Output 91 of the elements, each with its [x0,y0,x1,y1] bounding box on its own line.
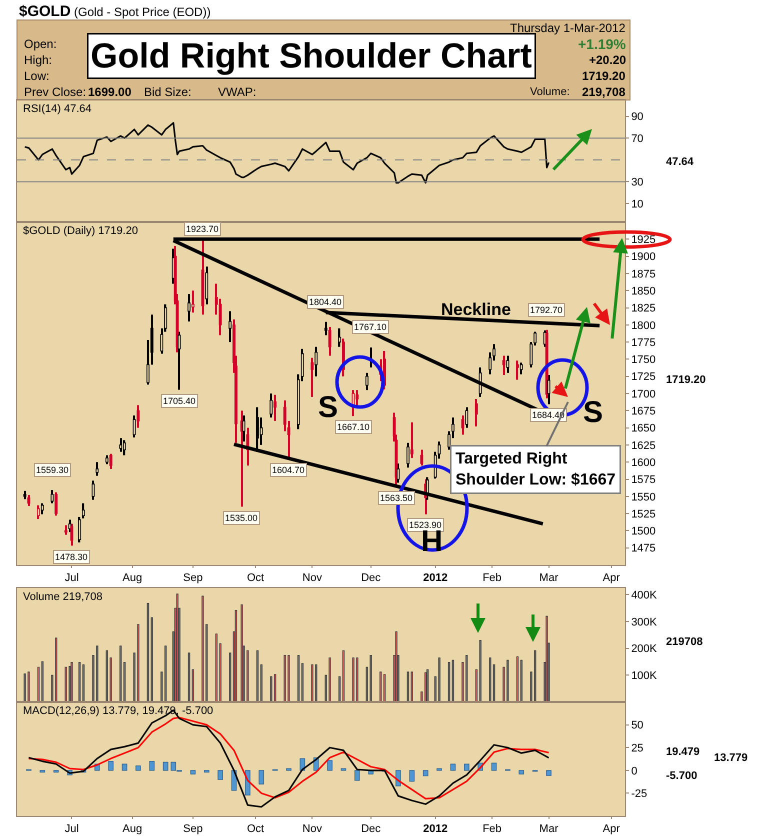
y-tick-label: 1900 [631,251,656,264]
text: +1.19% [578,36,626,52]
annotation: S [318,391,338,424]
annotation: 1604.70 [272,465,305,475]
x-tick-label: Feb [482,572,502,584]
y-tick-label: 1850 [631,285,656,298]
y-tick-label: 1750 [631,354,656,366]
text: Volume: [530,86,570,98]
annotation: 1767.10 [354,322,387,332]
text: 1719.20 [666,374,706,386]
text: Thursday 1-Mar-2012 [510,21,626,35]
text: 47.64 [666,156,694,168]
annotation: 1535.00 [225,513,258,523]
x-tick-label: 2012 [423,572,448,584]
x-tick-label: Sep [183,823,203,836]
text: +20.20 [589,53,626,67]
text: High: [24,53,52,67]
y-tick-label: 1600 [631,456,656,469]
y-tick-label: 1925 [631,234,656,246]
x-tick-label: Oct [246,572,264,584]
y-tick-label: 400K [631,590,658,602]
annotation: Neckline [441,300,511,319]
x-tick-label: Feb [482,823,502,836]
y-tick-label: 50 [631,720,644,732]
y-tick-label: 70 [631,132,644,145]
annotation: S [583,396,604,429]
text: 219,708 [582,85,626,99]
x-tick-label: Aug [122,572,142,584]
text: Bid Size: [144,85,192,99]
x-tick-label: Mar [539,572,559,584]
x-tick-label: Sep [183,572,203,584]
y-tick-label: 1575 [631,474,656,486]
y-tick-label: 0 [631,765,638,778]
y-tick-label: 90 [631,111,644,124]
text: 13.779 [714,752,748,764]
x-tick-label: Jul [64,572,79,584]
text: Low: [24,69,50,83]
x-tick-label: Nov [302,572,322,584]
text: $GOLD [19,3,71,20]
annotation: 1923.70 [186,224,219,234]
x-tick-label: Nov [302,823,322,836]
annotation: 1559.30 [36,465,69,475]
y-tick-label: 1775 [631,336,656,349]
y-tick-label: 1675 [631,406,656,418]
y-tick-label: 1500 [631,526,656,538]
y-tick-label: 100K [631,670,658,682]
text: -5.700 [666,770,698,782]
y-tick-label: 1650 [631,422,656,435]
y-tick-label: 1725 [631,371,656,384]
text: Gold Right Shoulder Chart [90,36,532,76]
y-tick-label: 10 [631,198,644,210]
y-tick-label: 1625 [631,440,656,452]
chart-title: $GOLD (Daily) 1719.20 [23,225,138,237]
chart-title: Volume 219,708 [23,591,103,603]
annotation: 1804.40 [309,297,342,307]
y-tick-label: 1875 [631,268,656,280]
text: Prev Close: [24,85,86,99]
annotation: 1667.10 [337,422,370,432]
y-tick-label: 1700 [631,388,656,400]
y-tick-label: 1825 [631,302,656,315]
annotation: 1478.30 [55,552,88,562]
text: 1699.00 [88,85,132,99]
y-tick-label: -25 [631,788,648,800]
text: 1719.20 [582,69,626,83]
x-tick-label: Mar [539,823,559,836]
x-tick-label: Apr [602,572,620,584]
x-tick-label: Apr [602,823,620,836]
y-tick-label: 25 [631,742,644,754]
y-tick-label: 1550 [631,491,656,504]
text: VWAP: [218,85,256,99]
x-tick-label: 2012 [423,823,448,836]
x-tick-label: Dec [361,823,382,836]
annotation: 1705.40 [163,396,196,406]
text: Open: [24,37,57,51]
x-tick-label: Dec [361,572,382,584]
x-tick-label: Jul [64,823,79,836]
y-tick-label: 200K [631,643,658,656]
y-tick-label: 1525 [631,508,656,520]
annotation: Targeted Right Shoulder Low: $1667 [456,450,616,488]
y-tick-label: 30 [631,176,644,189]
y-tick-label: 300K [631,616,658,628]
annotation: 1792.70 [530,305,563,315]
chart-title: RSI(14) 47.64 [23,103,92,115]
text: (Gold - Spot Price (EOD)) [74,5,211,19]
x-tick-label: Aug [122,823,142,836]
x-tick-label: Oct [246,823,264,836]
text: 19.479 [666,746,700,758]
y-tick-label: 1475 [631,542,656,555]
text: 219708 [666,636,703,648]
annotation: 1563.50 [380,493,413,503]
y-tick-label: 1800 [631,320,656,332]
